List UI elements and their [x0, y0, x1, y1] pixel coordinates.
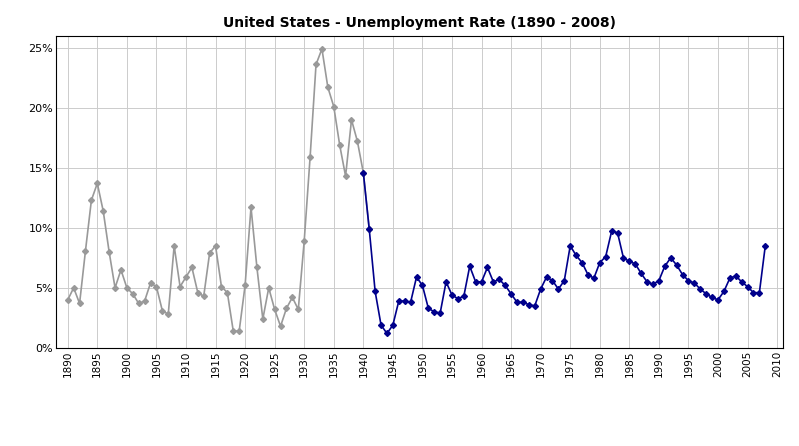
Estimated % Unemployment [252, 265, 262, 270]
Estimated % Unemployment [205, 250, 214, 256]
Line: Estimated % Unemployment: Estimated % Unemployment [66, 47, 372, 333]
% Unemployment [441, 279, 451, 285]
Line: % Unemployment: % Unemployment [361, 170, 767, 335]
% Unemployment [761, 243, 770, 248]
% Unemployment [500, 283, 510, 288]
% Unemployment [754, 290, 764, 295]
% Unemployment [382, 331, 392, 336]
Estimated % Unemployment [317, 46, 327, 52]
Estimated % Unemployment [264, 285, 273, 290]
% Unemployment [394, 298, 403, 304]
Estimated % Unemployment [63, 297, 73, 302]
Estimated % Unemployment [229, 328, 238, 334]
Estimated % Unemployment [223, 290, 233, 295]
Estimated % Unemployment [86, 198, 96, 203]
% Unemployment [359, 170, 368, 175]
Estimated % Unemployment [169, 243, 179, 248]
Estimated % Unemployment [364, 226, 374, 231]
% Unemployment [595, 260, 605, 265]
% Unemployment [495, 277, 504, 282]
Title: United States - Unemployment Rate (1890 - 2008): United States - Unemployment Rate (1890 … [223, 17, 616, 30]
